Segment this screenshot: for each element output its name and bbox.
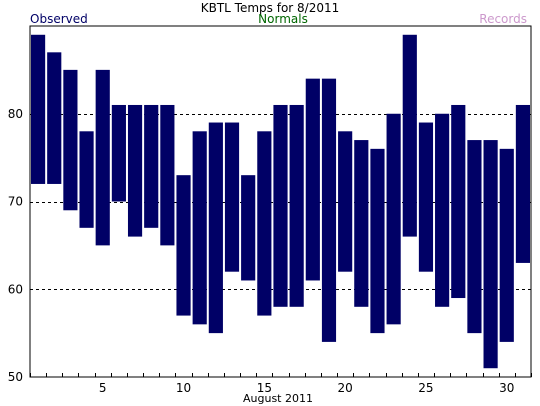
bar-day-8 [144, 104, 159, 228]
bar-day-9 [160, 104, 175, 246]
bar-day-7 [127, 104, 143, 237]
bar-day-10 [176, 175, 191, 316]
bar-day-13 [224, 122, 240, 272]
x-axis-label: August 2011 [243, 392, 313, 405]
bar-day-31 [515, 104, 530, 263]
y-axis: 50 60 70 80 [8, 107, 23, 384]
bar-day-24 [402, 34, 417, 237]
bar-day-1 [31, 34, 46, 184]
x-tick-label-20: 20 [338, 381, 353, 395]
x-tick-label-25: 25 [418, 381, 433, 395]
bar-day-29 [483, 140, 498, 369]
bar-day-18 [305, 78, 320, 281]
x-tick-label-15: 15 [257, 381, 272, 395]
bar-day-3 [63, 69, 78, 211]
bar-day-16 [273, 104, 288, 307]
bar-day-6 [111, 104, 126, 202]
bar-day-2 [47, 52, 62, 184]
chart-title: KBTL Temps for 8/2011 [201, 1, 340, 15]
x-tick-label-30: 30 [499, 381, 514, 395]
bar-day-17 [289, 104, 304, 307]
bar-day-28 [467, 140, 482, 334]
legend-observed: Observed [30, 12, 88, 26]
y-tick-label-60: 60 [8, 282, 23, 296]
bar-day-15 [257, 131, 272, 316]
bar-series [31, 34, 530, 369]
bar-day-21 [354, 140, 369, 307]
bar-day-19 [321, 78, 337, 342]
bar-day-5 [95, 69, 110, 246]
y-tick-label-80: 80 [8, 107, 23, 121]
bar-day-30 [499, 148, 514, 342]
y-tick-label-50: 50 [8, 370, 23, 384]
legend-normals: Normals [258, 12, 308, 26]
bar-day-14 [241, 175, 256, 281]
bar-day-12 [208, 122, 223, 334]
x-axis: 5 10 15 20 25 30 [30, 373, 532, 395]
bar-day-11 [192, 131, 207, 325]
plot-frame [29, 25, 532, 378]
bar-day-27 [451, 104, 466, 299]
bar-day-23 [386, 113, 401, 325]
bar-day-20 [338, 131, 353, 272]
bar-day-25 [418, 122, 434, 272]
legend-records: Records [479, 12, 527, 26]
x-tick-label-10: 10 [176, 381, 191, 395]
bar-day-26 [435, 113, 450, 307]
bar-day-4 [79, 131, 94, 228]
y-tick-label-70: 70 [8, 195, 23, 209]
x-tick-label-5: 5 [99, 381, 107, 395]
bar-day-22 [370, 148, 385, 334]
